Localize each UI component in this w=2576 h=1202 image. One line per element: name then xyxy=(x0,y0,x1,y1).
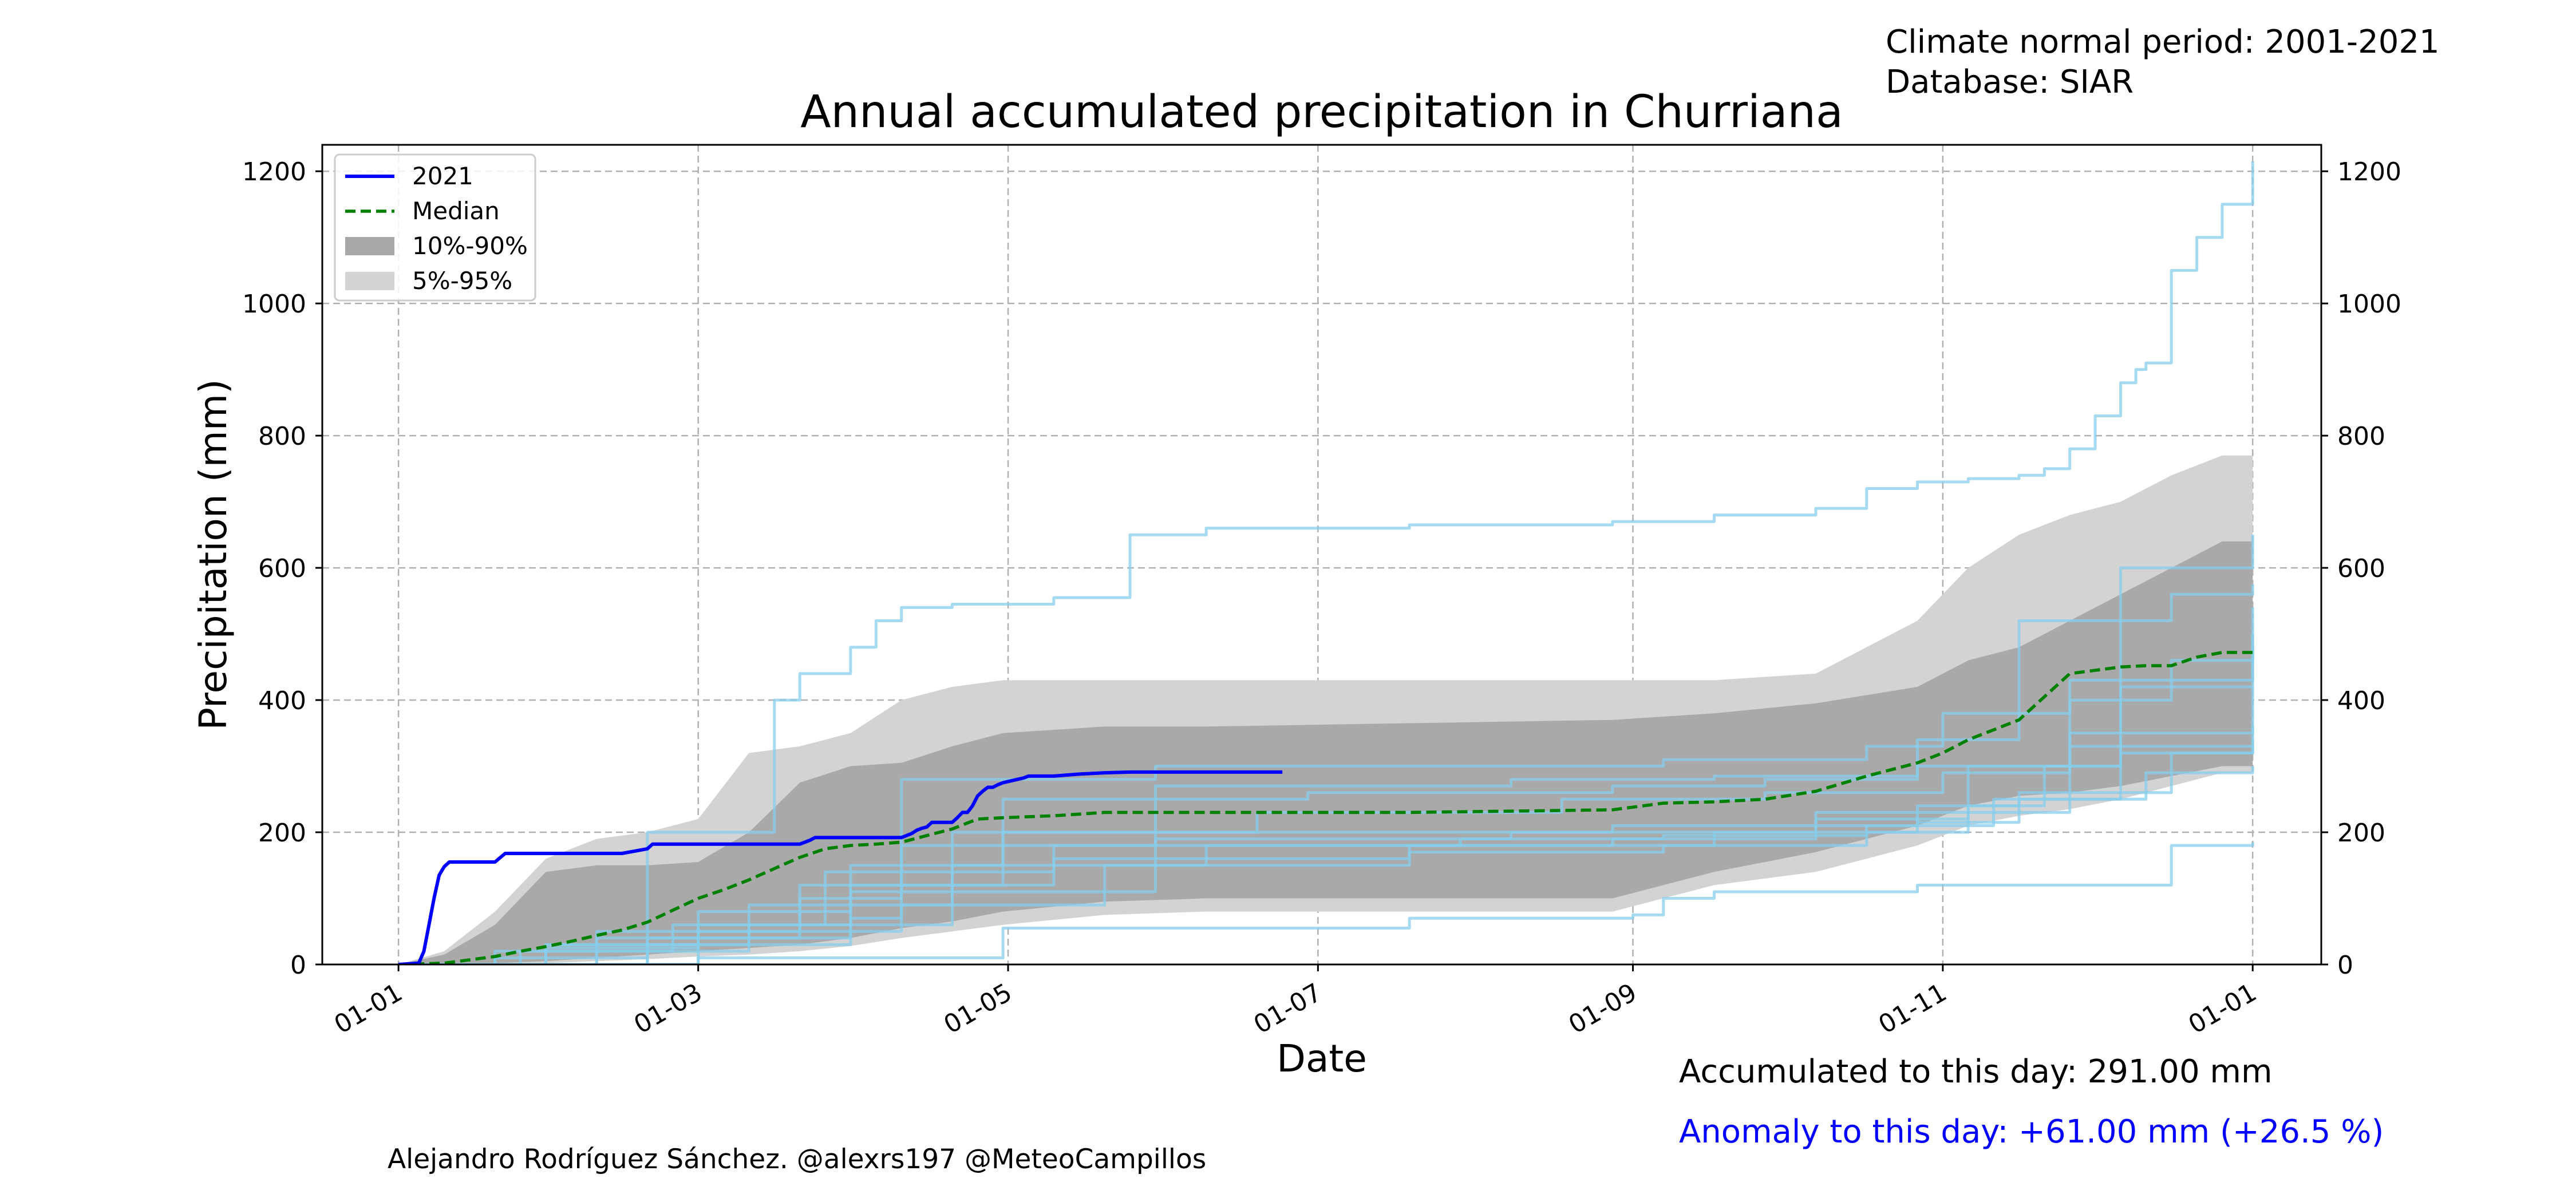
y-tick-label-left: 200 xyxy=(258,819,306,848)
past-year-line xyxy=(398,842,2254,964)
legend-label: Median xyxy=(412,197,500,225)
band-10-90 xyxy=(398,541,2253,964)
author-credit: Alejandro Rodríguez Sánchez. @alexrs197 … xyxy=(388,1144,1207,1175)
x-tick-label: 01-05 xyxy=(939,978,1017,1039)
y-tick-label-left: 800 xyxy=(258,422,306,451)
y-tick-label-left: 600 xyxy=(258,554,306,583)
x-tick-label: 01-09 xyxy=(1564,978,1642,1039)
plot-data xyxy=(398,161,2254,964)
y-tick-label-left: 400 xyxy=(258,686,306,715)
y-axis-label: Precipitation (mm) xyxy=(191,379,235,730)
legend-swatch-band-5-95 xyxy=(345,272,394,290)
legend-label: 5%-95% xyxy=(412,267,512,295)
y-tick-label-right: 1200 xyxy=(2337,157,2401,187)
y-tick-label-right: 1000 xyxy=(2337,290,2401,319)
y-tick-label-right: 0 xyxy=(2337,951,2353,980)
y-tick-label-left: 1000 xyxy=(242,290,306,319)
anomaly-to-date: Anomaly to this day: +61.00 mm (+26.5 %) xyxy=(1679,1113,2384,1150)
past-year-line xyxy=(398,766,2254,964)
past-year-line xyxy=(398,161,2254,964)
plot-frame xyxy=(321,144,2322,966)
x-tick-label: 01-03 xyxy=(629,978,707,1039)
past-year-line xyxy=(398,634,2254,964)
legend-label: 2021 xyxy=(412,162,473,190)
past-year-line xyxy=(398,647,2254,964)
x-tick-label: 01-07 xyxy=(1249,978,1327,1039)
past-year-line xyxy=(398,584,2254,964)
x-tick-label: 01-11 xyxy=(1874,978,1951,1039)
accumulated-to-date: Accumulated to this day: 291.00 mm xyxy=(1679,1053,2273,1090)
y-tick-label-left: 0 xyxy=(290,951,306,980)
legend-label: 10%-90% xyxy=(412,232,528,260)
y-tick-label-right: 400 xyxy=(2337,686,2385,715)
chart-title: Annual accumulated precipitation in Chur… xyxy=(800,86,1843,138)
database-label: Database: SIAR xyxy=(1886,64,2134,101)
legend: 2021 Median 10%-90% 5%-95% xyxy=(334,153,536,302)
x-tick-label: 01-01 xyxy=(329,978,407,1039)
legend-box xyxy=(334,153,536,302)
legend-swatch-band-10-90 xyxy=(345,237,394,255)
y-tick-label-right: 200 xyxy=(2337,819,2385,848)
y-tick-label-left: 1200 xyxy=(242,157,306,187)
climate-normal-period: Climate normal period: 2001-2021 xyxy=(1886,23,2440,61)
y-tick-label-right: 800 xyxy=(2337,422,2385,451)
x-axis-label: Date xyxy=(1277,1037,1367,1081)
current-year-line xyxy=(398,770,1283,964)
y-tick-label-right: 600 xyxy=(2337,554,2385,583)
x-tick-label: 01-01 xyxy=(2183,978,2261,1039)
